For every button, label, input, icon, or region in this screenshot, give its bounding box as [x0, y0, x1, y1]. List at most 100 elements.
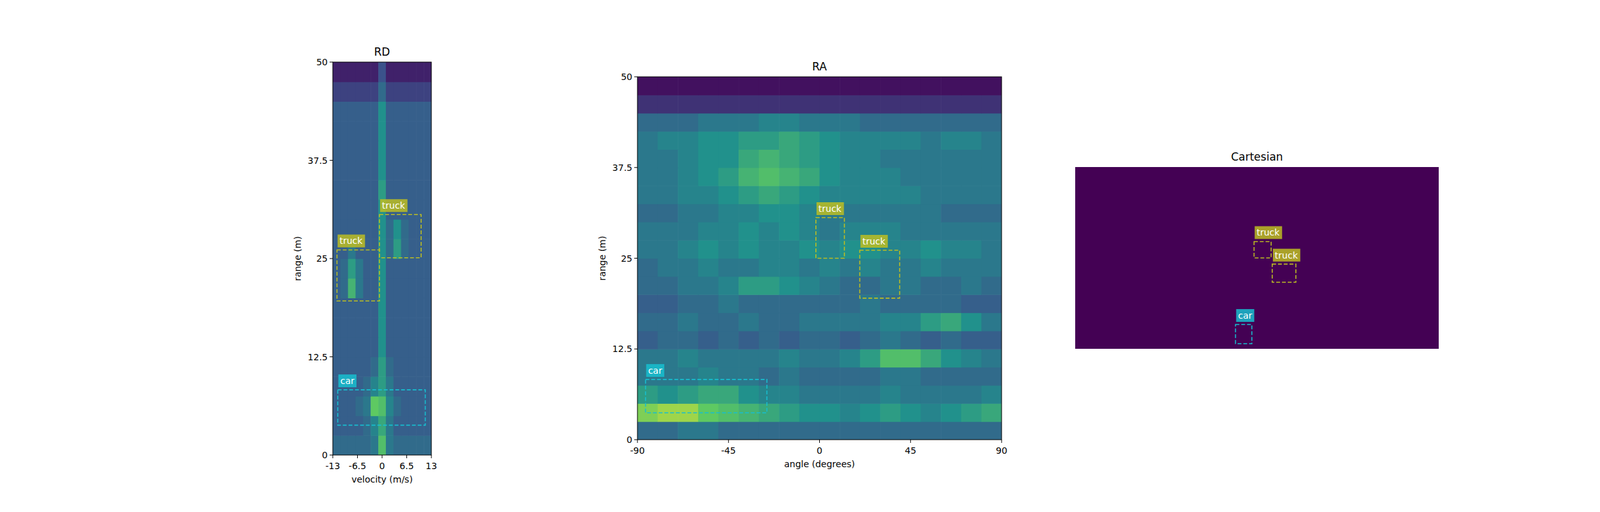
heat-cell — [416, 238, 424, 259]
heat-cell — [657, 330, 679, 350]
heat-cell — [340, 179, 349, 200]
y-tick — [634, 439, 638, 441]
heat-cell — [677, 76, 699, 96]
heat-cell — [981, 185, 1002, 205]
heat-cell — [416, 199, 424, 220]
heat-cell — [348, 337, 356, 358]
heat-cell — [677, 203, 699, 223]
heat-cell — [423, 81, 432, 102]
heat-cell — [778, 76, 800, 96]
box-label-text: car — [648, 365, 663, 376]
heat-cell — [819, 367, 841, 386]
heat-cell — [385, 337, 394, 358]
bounding-box — [816, 217, 845, 259]
heat-cell — [423, 337, 432, 358]
heat-cell — [355, 179, 364, 200]
heat-cell — [718, 294, 739, 313]
heat-cell — [416, 160, 424, 181]
heat-cell — [408, 357, 416, 377]
heat-cell — [401, 238, 409, 259]
heat-cell — [423, 317, 432, 338]
heat-cell — [940, 421, 962, 440]
heat-cell — [348, 278, 356, 299]
x-tick-label: 6.5 — [399, 460, 414, 472]
heat-cell — [698, 348, 719, 368]
heat-cell — [401, 62, 409, 82]
heat-cell — [839, 367, 861, 386]
heat-cell — [340, 317, 349, 338]
heat-cell — [408, 396, 416, 416]
heat-cell — [657, 203, 679, 223]
heat-cell — [698, 312, 719, 332]
heat-cell — [385, 297, 394, 318]
heat-cell — [401, 416, 409, 436]
heat-cell — [340, 258, 349, 279]
heat-cell — [940, 131, 962, 150]
heat-cell — [920, 76, 942, 96]
heat-cell — [385, 416, 394, 436]
heat-cell — [332, 140, 341, 161]
heat-cell — [799, 294, 820, 313]
heat-cell — [900, 131, 921, 150]
heat-cell — [340, 435, 349, 456]
heat-cell — [637, 131, 658, 150]
x-tick — [1001, 439, 1003, 443]
heat-cell — [401, 179, 409, 200]
box-label-text: car — [1237, 310, 1252, 321]
heat-cell — [718, 222, 739, 241]
x-tick — [910, 439, 911, 443]
heat-cell — [738, 385, 760, 404]
heat-cell — [759, 76, 780, 96]
heat-cell — [920, 294, 942, 313]
heat-cell — [416, 81, 424, 102]
heat-cell — [657, 76, 679, 96]
heat-cell — [961, 367, 982, 386]
heat-cell — [759, 385, 780, 404]
heat-cell — [920, 312, 942, 332]
heat-cell — [677, 94, 699, 114]
heat-cell — [370, 62, 379, 82]
heat-cell — [860, 421, 881, 440]
heat-cell — [393, 160, 402, 181]
heat-cell — [920, 149, 942, 168]
y-tick-label: 12.5 — [612, 343, 633, 354]
heat-cell — [880, 294, 901, 313]
heat-cell — [416, 278, 424, 299]
heat-cell — [408, 238, 416, 259]
heat-cell — [385, 435, 394, 456]
heat-cell — [961, 76, 982, 96]
heat-cell — [385, 62, 394, 82]
heat-cell — [880, 258, 901, 278]
heat-cell — [839, 403, 861, 422]
heat-cell — [370, 160, 379, 181]
heat-cell — [416, 416, 424, 436]
heat-cell — [408, 140, 416, 161]
heat-cell — [880, 203, 901, 223]
heat-cell — [799, 240, 820, 259]
heat-cell — [332, 435, 341, 456]
heat-cell — [961, 421, 982, 440]
heat-cell — [393, 219, 402, 240]
heat-cell — [759, 330, 780, 350]
heat-cell — [657, 113, 679, 132]
heat-cell — [401, 357, 409, 377]
heat-cell — [759, 131, 780, 150]
heat-cell — [860, 149, 881, 168]
heat-cell — [657, 258, 679, 278]
x-tick — [332, 455, 334, 459]
heat-cell — [677, 385, 699, 404]
heat-cell — [738, 185, 760, 205]
heat-cell — [385, 357, 394, 377]
heat-cell — [940, 294, 962, 313]
heat-cell — [378, 317, 386, 338]
heat-cell — [940, 367, 962, 386]
heat-cell — [657, 421, 679, 440]
heat-cell — [637, 385, 658, 404]
heat-cell — [759, 94, 780, 114]
heat-cell — [393, 140, 402, 161]
heat-cell — [698, 222, 719, 241]
heat-cell — [348, 435, 356, 456]
heat-cell — [677, 149, 699, 168]
heat-cell — [657, 149, 679, 168]
heat-cell — [920, 113, 942, 132]
